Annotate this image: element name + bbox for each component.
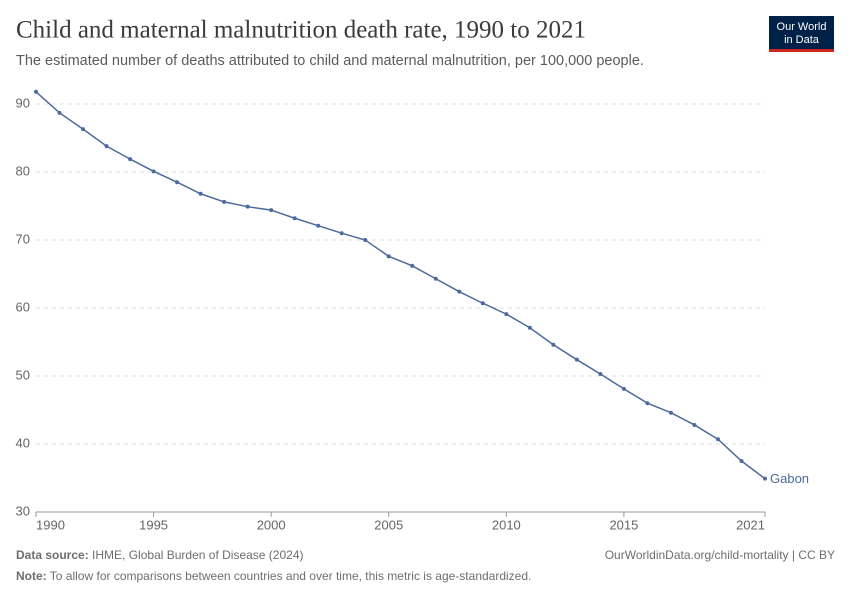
data-point (715, 437, 720, 442)
y-tick-label: 70 (16, 231, 30, 246)
y-tick-label: 30 (16, 503, 30, 518)
data-point (645, 401, 650, 406)
data-point (763, 476, 767, 481)
y-tick-label: 50 (16, 367, 30, 382)
data-point (480, 301, 485, 306)
data-point (269, 208, 274, 213)
data-point (292, 216, 297, 221)
note-text: To allow for comparisons between countri… (50, 569, 532, 583)
series-label: Gabon (770, 471, 809, 486)
chart-title: Child and maternal malnutrition death ra… (16, 17, 586, 44)
data-point (222, 199, 227, 204)
source-text: IHME, Global Burden of Disease (2024) (92, 548, 303, 562)
x-tick-label: 2021 (736, 517, 765, 532)
data-point (104, 144, 109, 149)
source: Data source: IHME, Global Burden of Dise… (16, 548, 303, 562)
logo[interactable]: Our World in Data (769, 16, 834, 52)
data-point (339, 231, 344, 236)
data-point (739, 459, 744, 463)
chart-subtitle: The estimated number of deaths attribute… (16, 53, 644, 69)
x-tick-label: 2000 (257, 517, 286, 532)
y-tick-label: 90 (16, 95, 30, 110)
y-tick-label: 40 (16, 435, 30, 450)
logo-text: Our World (777, 21, 827, 33)
data-point (668, 410, 673, 415)
data-point (57, 110, 62, 115)
data-point (457, 289, 462, 294)
data-point (692, 422, 697, 427)
x-tick-label: 1995 (139, 517, 168, 532)
x-tick-label: 2015 (609, 517, 638, 532)
url[interactable]: OurWorldinData.org/child-mortality | CC … (605, 548, 835, 562)
x-tick-label: 2005 (374, 517, 403, 532)
source-label: Data source: (16, 548, 89, 562)
y-tick-label: 60 (16, 299, 30, 314)
logo-box (769, 16, 834, 52)
y-tick-label: 80 (16, 163, 30, 178)
data-point (410, 263, 415, 268)
data-point (551, 342, 556, 347)
data-point (34, 89, 38, 94)
x-tick-label: 1990 (36, 517, 65, 532)
series-line (35, 91, 766, 480)
data-point (81, 127, 86, 132)
logo-bar (769, 49, 834, 52)
data-point (621, 386, 626, 391)
data-point (574, 357, 579, 362)
data-point (245, 204, 250, 209)
data-point (433, 276, 438, 281)
data-point (363, 238, 368, 242)
data-point (198, 191, 203, 196)
data-point (175, 180, 180, 185)
data-point (527, 325, 532, 330)
data-point (128, 157, 133, 162)
data-point (504, 312, 509, 317)
data-point (386, 254, 391, 259)
x-tick-label: 2010 (492, 517, 521, 532)
data-point (316, 223, 321, 228)
data-point (598, 371, 603, 376)
note-label: Note: (16, 569, 47, 583)
note: Note: To allow for comparisons between c… (16, 569, 531, 583)
data-point (151, 169, 156, 174)
logo-text: in Data (784, 34, 820, 46)
